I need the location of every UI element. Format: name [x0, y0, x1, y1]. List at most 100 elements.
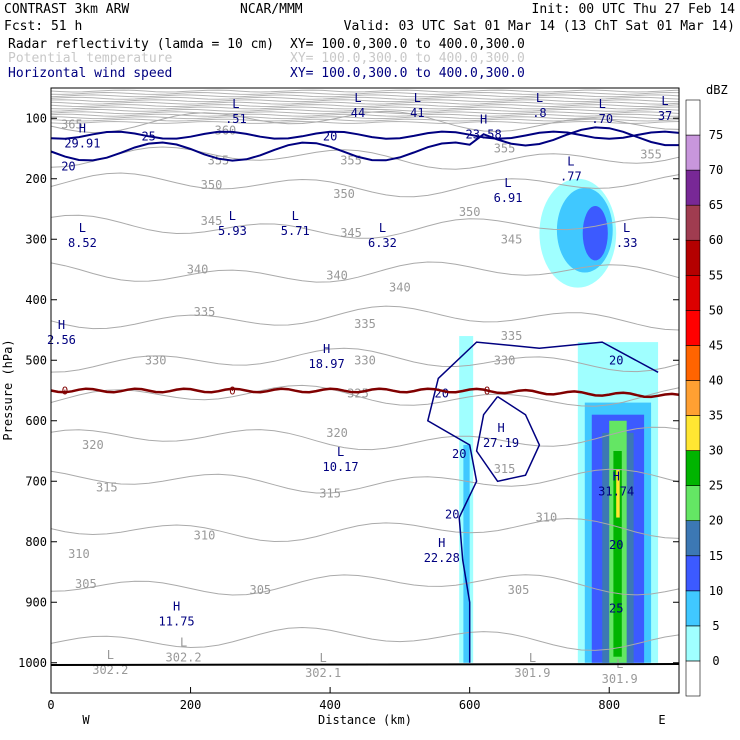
- extremum-value: .8: [532, 106, 546, 120]
- low-marker: L: [320, 651, 327, 665]
- colorbar-swatch: [685, 274, 701, 311]
- extremum-value: 302.2: [92, 663, 128, 677]
- colorbar-swatch: [685, 520, 701, 557]
- low-marker: L: [79, 221, 86, 235]
- colorbar-tick-label: 45: [709, 338, 723, 352]
- header-init: Init: 00 UTC Thu 27 Feb 14: [532, 2, 736, 17]
- wind-contour-20-upper: [50, 126, 679, 162]
- extremum-value: 29.91: [64, 136, 100, 150]
- theta-contour-line: [50, 384, 680, 407]
- field-reflectivity-name: Radar reflectivity (lamda = 10 cm): [8, 37, 274, 52]
- colorbar-tick-label: 5: [712, 619, 719, 633]
- theta-dense-contour: [50, 101, 680, 105]
- theta-contour-label: 310: [536, 511, 558, 525]
- theta-contour-line: [50, 110, 680, 134]
- theta-dense-contour: [50, 89, 680, 93]
- y-tick-label: 600: [25, 414, 47, 428]
- theta-dense-contour: [50, 108, 680, 112]
- wind-contour-label: 20: [609, 538, 623, 552]
- low-marker: L: [567, 155, 574, 169]
- colorbar-swatch: [685, 590, 701, 627]
- reflectivity-tower-35: [616, 469, 620, 518]
- colorbar-swatch: [685, 99, 701, 136]
- theta-contour-label: 355: [494, 142, 516, 156]
- theta-contour-label: 350: [459, 205, 481, 219]
- wind-contour-label: 20: [609, 353, 623, 367]
- colorbar-tick-label: 35: [709, 409, 723, 423]
- x-tick-label: 800: [598, 698, 620, 712]
- theta-dense-contour: [50, 120, 680, 124]
- low-marker: L: [337, 445, 344, 459]
- theta-contour-line: [50, 468, 680, 494]
- y-tick-label: 200: [25, 172, 47, 186]
- plot-frame: [50, 87, 680, 694]
- wind-contour-25-upper: [50, 130, 680, 140]
- figure-header: CONTRAST 3km ARW NCAR/MMM Init: 00 UTC T…: [4, 2, 735, 81]
- colorbar-tick-label: 15: [709, 549, 723, 563]
- theta-contour-label: 330: [145, 353, 167, 367]
- y-tick-label: 700: [25, 474, 47, 488]
- low-marker: L: [180, 636, 187, 650]
- extrema-labels: L.51L44L41L.8L.70L37H29.91H23.58L.77L6.9…: [47, 91, 672, 686]
- colorbar-swatch: [685, 239, 701, 276]
- colorbar-unit: dBZ: [706, 83, 728, 97]
- wind-contour-label: 20: [323, 129, 337, 143]
- colorbar-swatch: [685, 169, 701, 206]
- colorbar-tick-label: 65: [709, 198, 723, 212]
- wind-contour-label: 25: [141, 129, 155, 143]
- y-tick-label: 500: [25, 353, 47, 367]
- x-tick-label: 0: [47, 698, 54, 712]
- theta-contour-label: 350: [333, 187, 355, 201]
- high-marker: H: [173, 599, 180, 613]
- theta-contour-label: 305: [508, 583, 530, 597]
- theta-contour-label: 330: [354, 353, 376, 367]
- colorbar-tick-label: 70: [709, 163, 723, 177]
- west-label: W: [82, 713, 90, 727]
- low-marker: L: [229, 209, 236, 223]
- theta-dense-contour: [50, 104, 680, 108]
- field-theta-name: Potential temperature: [8, 51, 173, 66]
- theta-contour-label: 315: [319, 486, 341, 500]
- high-marker: H: [613, 469, 620, 483]
- theta-contour-label: 365: [61, 117, 83, 131]
- colorbar-swatch: [685, 485, 701, 522]
- wind-contour-label: 20: [452, 447, 466, 461]
- theta-contour-line: [50, 574, 680, 596]
- header-forecast: Fcst: 51 h: [4, 19, 82, 34]
- colorbar-swatch: [685, 310, 701, 346]
- colorbar-swatch: [685, 660, 701, 697]
- extremum-value: 22.28: [424, 551, 460, 565]
- y-axis-label: Pressure (hPa): [1, 339, 15, 440]
- theta-contour-line: [50, 517, 680, 543]
- extremum-value: .77: [560, 170, 582, 184]
- reflectivity-tower-30: [613, 451, 622, 657]
- extremum-value: .70: [591, 112, 613, 126]
- theta-dense-contour: [50, 96, 680, 100]
- theta-contour-label: 340: [187, 263, 209, 277]
- colorbar-swatch: [685, 450, 701, 486]
- low-marker: L: [661, 94, 668, 108]
- colorbar-tick-label: 50: [709, 303, 723, 317]
- extremum-value: 18.97: [309, 357, 345, 371]
- theta-contour-label: 315: [96, 480, 118, 494]
- low-marker: L: [414, 91, 421, 105]
- header-valid: Valid: 03 UTC Sat 01 Mar 14 (13 ChT Sat …: [344, 19, 735, 34]
- freezing-level-line: 0 0 0: [50, 385, 680, 399]
- freezing-level-label: 0: [229, 385, 236, 398]
- colorbar-swatch: [685, 555, 701, 592]
- theta-contour-line: [50, 426, 680, 451]
- high-marker: H: [497, 421, 504, 435]
- colorbar-swatch: [685, 625, 701, 662]
- field-wind-name: Horizontal wind speed: [8, 66, 172, 81]
- colorbar-tick-label: 0: [712, 654, 719, 668]
- theta-contour-label: 305: [75, 577, 97, 591]
- y-tick-label: 300: [25, 232, 47, 246]
- colorbar-tick-label: 25: [709, 479, 723, 493]
- theta-contour-label: 335: [354, 317, 376, 331]
- field-theta-xy: XY= 100.0,300.0 to 400.0,300.0: [290, 51, 525, 66]
- wind-contour-20-mid: [426, 341, 659, 663]
- theta-contour-label: 350: [201, 178, 223, 192]
- theta-contour-label: 330: [494, 353, 516, 367]
